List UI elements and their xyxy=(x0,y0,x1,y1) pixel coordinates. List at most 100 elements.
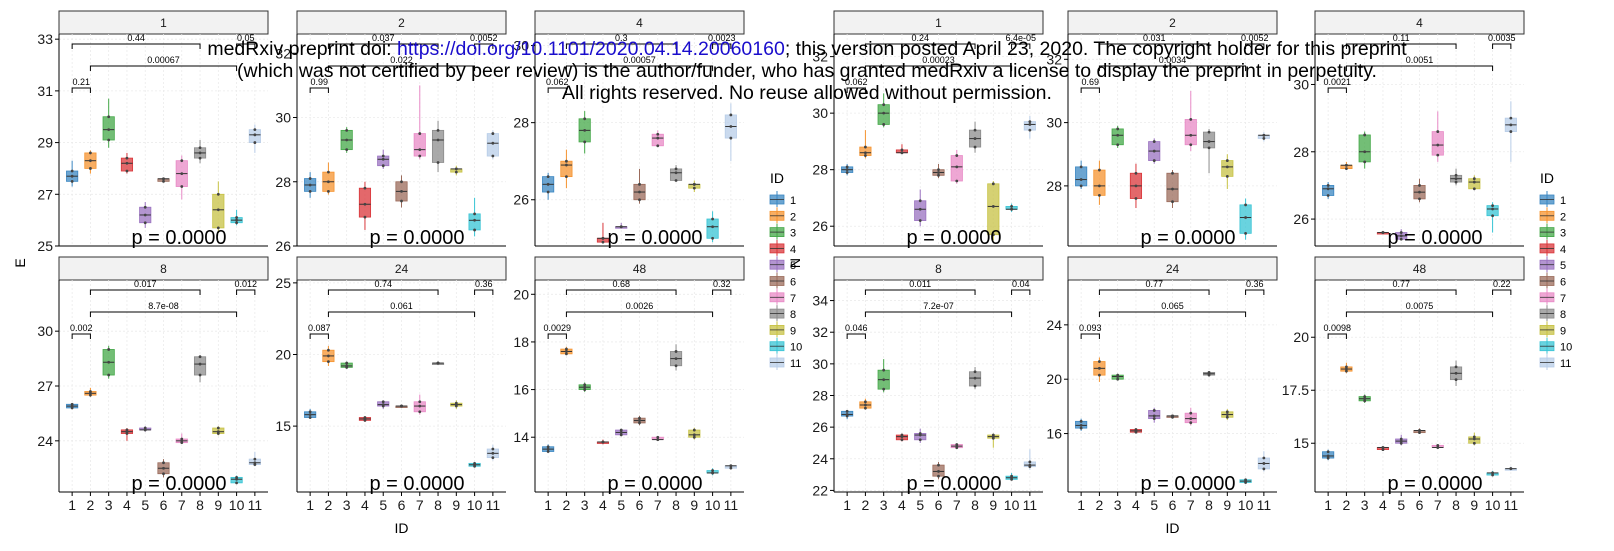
box-id-7 xyxy=(651,130,664,148)
data-point xyxy=(1491,204,1494,208)
legend-item: 7 xyxy=(1539,288,1566,305)
box-id-4 xyxy=(120,428,134,441)
data-point xyxy=(1363,150,1367,154)
significance-label: 0.0051 xyxy=(1406,55,1434,65)
significance-bracket xyxy=(864,289,976,295)
box-id-8 xyxy=(968,121,982,153)
box-id-8 xyxy=(193,354,207,383)
significance-label: 0.002 xyxy=(70,323,93,333)
data-point xyxy=(143,205,147,209)
significance-bracket xyxy=(309,87,329,93)
significance-bracket xyxy=(1492,43,1512,49)
data-point xyxy=(1491,214,1494,218)
data-point xyxy=(1098,373,1101,377)
y-tick-label: 27 xyxy=(37,186,53,202)
strip-label: 24 xyxy=(395,262,409,276)
significance-bracket xyxy=(327,311,476,317)
box-id-11 xyxy=(724,103,737,162)
x-tick-label: 5 xyxy=(379,497,387,513)
box-id-5 xyxy=(615,428,628,437)
y-axis-title: N xyxy=(787,258,803,268)
data-point xyxy=(363,215,367,219)
data-point xyxy=(1098,360,1101,363)
y-tick-label: 29 xyxy=(37,135,53,151)
data-point xyxy=(70,174,74,178)
data-point xyxy=(882,103,886,107)
box-id-8 xyxy=(1202,371,1216,377)
data-point xyxy=(583,140,587,144)
legend-item: 4 xyxy=(769,239,796,256)
data-point xyxy=(638,419,641,422)
data-point xyxy=(955,154,959,157)
x-tick-label: 7 xyxy=(1187,497,1195,513)
box-body xyxy=(486,133,499,157)
box-id-1 xyxy=(1322,182,1335,199)
data-point xyxy=(845,165,849,169)
y-tick-label: 34 xyxy=(812,293,828,309)
data-point xyxy=(1189,421,1193,425)
data-point xyxy=(1345,163,1348,167)
data-point xyxy=(1171,187,1174,191)
legend-item: 4 xyxy=(1539,239,1566,256)
data-point xyxy=(180,159,184,163)
legend-item: 6 xyxy=(1539,272,1566,289)
significance-label: 0.0075 xyxy=(1406,301,1434,311)
data-point xyxy=(1152,409,1156,412)
data-point xyxy=(1345,365,1348,369)
data-point xyxy=(198,146,202,150)
significance-label: 0.0021 xyxy=(1324,77,1352,87)
data-point xyxy=(955,179,959,183)
data-point xyxy=(1436,143,1440,147)
data-point xyxy=(638,182,641,186)
x-tick-label: 9 xyxy=(452,497,460,513)
strip-label: 2 xyxy=(1169,16,1176,30)
panel-1: 1 25 27 29 31 33 0.44 0.05 0.00067 0.21 p = 0.0000 xyxy=(37,10,269,254)
x-tick-label: 3 xyxy=(581,497,589,513)
data-point xyxy=(1509,123,1513,127)
legend-item: 5 xyxy=(1539,256,1566,273)
data-point xyxy=(1436,130,1440,133)
data-point xyxy=(638,421,641,425)
x-tick-label: 1 xyxy=(68,497,76,513)
y-tick-label: 20 xyxy=(275,346,291,362)
box-body xyxy=(1431,131,1444,156)
significance-label: 0.3 xyxy=(615,33,628,43)
significance-bracket xyxy=(547,333,567,339)
significance-bracket xyxy=(1245,289,1265,295)
significance-label: 0.0029 xyxy=(544,323,572,333)
significance-label: 0.44 xyxy=(127,33,145,43)
box-body xyxy=(1486,205,1499,217)
data-point xyxy=(1134,428,1138,431)
y-tick-label: 32 xyxy=(275,45,291,61)
data-point xyxy=(638,416,641,420)
x-tick-label: 8 xyxy=(196,497,204,513)
box-id-7 xyxy=(413,85,426,160)
x-tick-label: 4 xyxy=(1379,497,1387,513)
box-id-3 xyxy=(578,111,591,154)
data-point xyxy=(674,357,678,361)
y-tick-label: 24 xyxy=(812,451,828,467)
data-point xyxy=(1152,159,1156,162)
legend-label: 6 xyxy=(1560,277,1566,289)
data-point xyxy=(1454,180,1458,184)
data-point xyxy=(1189,417,1193,421)
box-body xyxy=(950,155,963,182)
significance-label: 0.0026 xyxy=(626,301,654,311)
data-point xyxy=(1079,184,1083,188)
significance-label: 0.017 xyxy=(134,279,157,289)
data-point xyxy=(729,464,733,468)
box-body xyxy=(1075,166,1088,187)
box-id-4 xyxy=(596,439,610,445)
data-point xyxy=(845,168,849,172)
data-point xyxy=(253,461,257,465)
data-point xyxy=(1491,473,1494,477)
significance-label: 0.05 xyxy=(237,33,255,43)
data-point xyxy=(565,350,568,353)
data-point xyxy=(674,350,678,353)
x-tick-label: 5 xyxy=(141,497,149,513)
x-tick-label: 9 xyxy=(989,497,997,513)
y-tick-label: 25 xyxy=(37,238,53,254)
significance-label: 0.0098 xyxy=(1324,323,1352,333)
box-id-1 xyxy=(1075,418,1088,431)
box-id-10 xyxy=(1005,203,1018,213)
